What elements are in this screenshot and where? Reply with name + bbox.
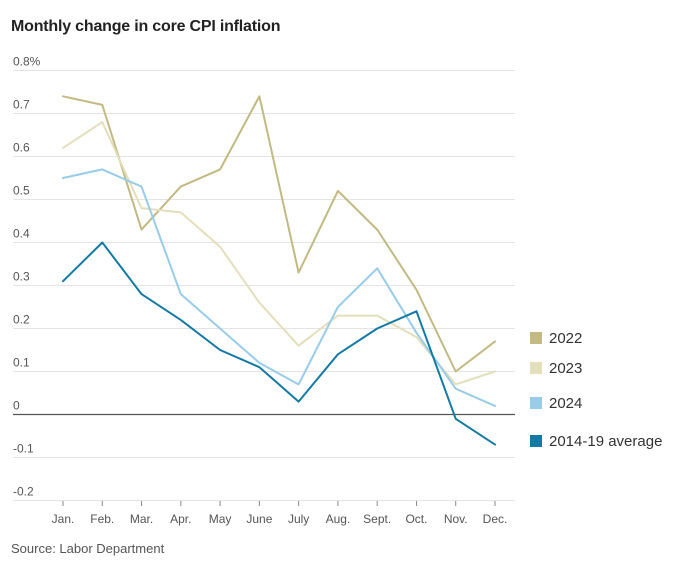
legend-swatch-2024: [530, 397, 542, 409]
legend-label-2024: 2024: [549, 395, 582, 412]
x-tick-label: Sept.: [363, 512, 391, 526]
y-tick-label: 0.1: [13, 356, 30, 370]
x-axis-ticks: Jan. Feb. Mar. Apr. May June July Aug. Sept. Oct.…: [52, 501, 508, 526]
x-tick-label: Nov.: [444, 512, 468, 526]
x-tick-label: Mar.: [130, 512, 153, 526]
series-line-2023: [62, 121, 496, 386]
legend-swatch-2023: [530, 362, 542, 374]
y-axis-ticks: -0.2 -0.1 0 0.1 0.2 0.3 0.4 0.5 0.6 0.7 0.8%: [13, 55, 41, 499]
y-tick-label: 0: [13, 399, 20, 413]
legend-swatch-2022: [530, 332, 542, 344]
y-tick-label: 0.7: [13, 98, 30, 112]
grid-lines: [13, 70, 515, 501]
y-tick-label: -0.2: [13, 485, 34, 499]
chart-title: Monthly change in core CPI inflation: [11, 18, 281, 35]
x-tick-label: Dec.: [483, 512, 508, 526]
x-tick-label: Feb.: [90, 512, 114, 526]
y-tick-label: 0.6: [13, 141, 30, 155]
legend-label-2014-19-average: 2014-19 average: [549, 433, 662, 450]
y-tick-label: 0.4: [13, 227, 30, 241]
y-tick-label: 0.2: [13, 313, 30, 327]
series-lines: [62, 95, 496, 446]
y-tick-label: 0.5: [13, 184, 30, 198]
series-line-2022: [62, 95, 496, 373]
x-tick-label: Jan.: [52, 512, 75, 526]
legend-swatch-2014-19-average: [530, 435, 542, 447]
x-tick-label: May: [209, 512, 232, 526]
y-tick-label: 0.8%: [13, 55, 41, 69]
x-tick-label: June: [246, 512, 272, 526]
x-tick-label: Oct.: [405, 512, 427, 526]
legend-label-2022: 2022: [549, 330, 582, 347]
y-tick-label: -0.1: [13, 442, 34, 456]
x-tick-label: Aug.: [326, 512, 351, 526]
source-note: Source: Labor Department: [11, 541, 165, 556]
series-line-2024: [62, 168, 496, 407]
legend: 2022 2023 2024 2014-19 average: [530, 330, 662, 450]
legend-label-2023: 2023: [549, 360, 582, 377]
x-tick-label: Apr.: [170, 512, 191, 526]
x-tick-label: July: [288, 512, 309, 526]
y-tick-label: 0.3: [13, 270, 30, 284]
series-line-2014-19-average: [62, 241, 496, 446]
